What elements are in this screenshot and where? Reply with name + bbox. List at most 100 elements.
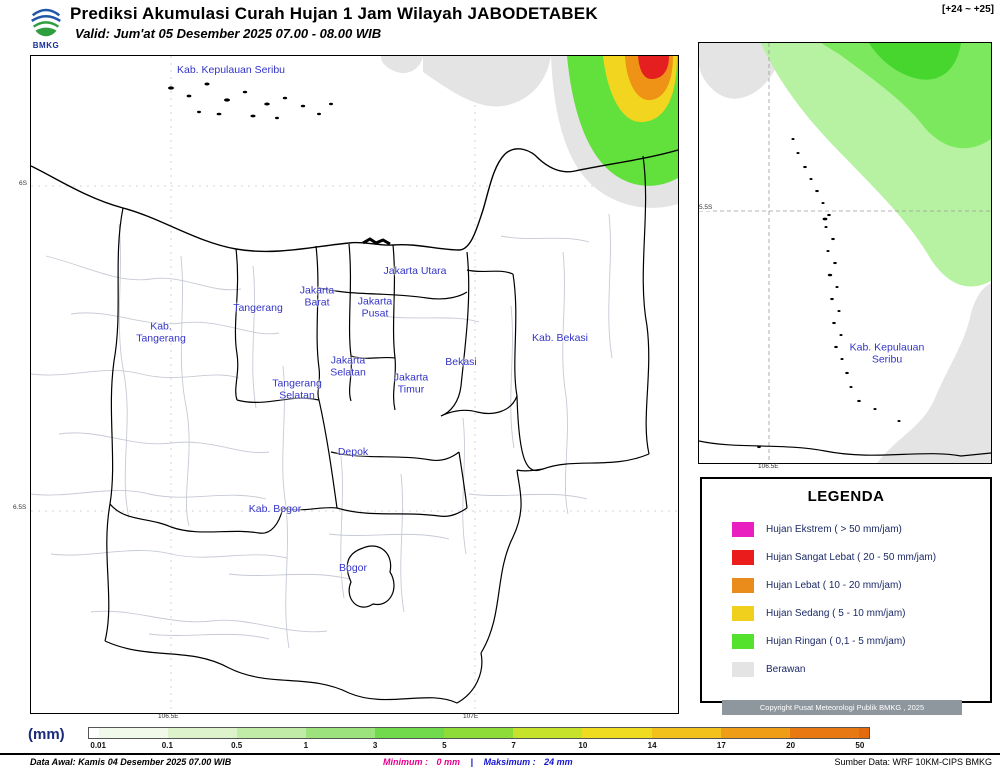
legend-color-swatch (732, 577, 754, 593)
colorbar-tick-label: 10 (578, 741, 588, 750)
rain-areas (567, 56, 678, 186)
colorbar-segment (651, 728, 721, 738)
legend-item-label: Berawan (766, 663, 806, 675)
legend-color-swatch (732, 633, 754, 649)
main-map-canvas (31, 56, 678, 713)
legend-panel: LEGENDA Hujan Ekstrem ( > 50 mm/jam) Huja… (700, 477, 992, 703)
map-label: Jakarta Selatan (330, 354, 366, 378)
graticule (31, 56, 678, 713)
legend-item-label: Hujan Ringan ( 0,1 - 5 mm/jam) (766, 635, 906, 647)
inset-graticule (699, 43, 991, 463)
valid-time: Valid: Jum'at 05 Desember 2025 07.00 - 0… (75, 26, 382, 41)
colorbar-segment (375, 728, 445, 738)
inset-map-canvas (699, 43, 991, 463)
inset-coastline (699, 440, 991, 457)
colorbar-tick-label: 50 (855, 741, 865, 750)
map-label: Jakarta Utara (383, 265, 447, 278)
footer-divider (0, 753, 1000, 755)
legend-color-swatch (732, 521, 754, 537)
lon-label-106-5e: 106.5E (158, 713, 179, 720)
colorbar-tick-label: 0.1 (161, 741, 173, 750)
minimum-label: Minimum : (383, 757, 428, 767)
map-label: Jakarta Barat (299, 284, 335, 308)
legend-item-label: Hujan Lebat ( 10 - 20 mm/jam) (766, 579, 902, 591)
legend-color-swatch (732, 661, 754, 677)
legend-item: Hujan Sedang ( 5 - 10 mm/jam) (732, 599, 990, 627)
legend-item: Hujan Lebat ( 10 - 20 mm/jam) (732, 571, 990, 599)
colorbar-segment (89, 728, 100, 738)
map-label: Kab. Kepulauan Seribu (177, 64, 285, 77)
inset-rain-areas (761, 43, 991, 287)
colorbar-segment (444, 728, 514, 738)
maksimum-label: Maksimum : (483, 757, 536, 767)
legend-item: Hujan Sangat Lebat ( 20 - 50 mm/jam) (732, 543, 990, 571)
colorbar-unit-label: (mm) (28, 726, 65, 743)
inset-map: Kab. Kepulauan Seribu (698, 42, 992, 464)
map-label: Bogor (338, 562, 368, 575)
lat-label-6-5s: 6.5S (13, 504, 27, 511)
main-map: Kab. Kepulauan Seribu Jakarta Utara Jakart… (30, 55, 679, 714)
map-label: Tangerang Selatan (272, 377, 322, 401)
colorbar-segment (858, 728, 869, 738)
lat-label-6s: 6S (19, 180, 27, 187)
minmax-text: Minimum : 0 mm | Maksimum : 24 mm (383, 757, 573, 767)
colorbar-segment (789, 728, 859, 738)
legend-item: Berawan (732, 655, 990, 683)
colorbar-tick-label: 0.01 (90, 741, 106, 750)
legend-item: Hujan Ringan ( 0,1 - 5 mm/jam) (732, 627, 990, 655)
lon-label-107e: 107E (463, 713, 479, 720)
colorbar-tick-label: 14 (647, 741, 657, 750)
islands (168, 82, 333, 120)
legend-title: LEGENDA (807, 488, 885, 505)
district-boundaries (104, 155, 650, 704)
coastline (31, 148, 678, 253)
map-label: Kab. Bekasi (531, 332, 589, 345)
colorbar-tick-label: 3 (372, 741, 378, 750)
legend-item-label: Hujan Sedang ( 5 - 10 mm/jam) (766, 607, 906, 619)
page-title: Prediksi Akumulasi Curah Hujan 1 Jam Wil… (70, 4, 598, 23)
inset-map-label: Kab. Kepulauan Seribu (849, 341, 925, 365)
legend-item-label: Hujan Ekstrem ( > 50 mm/jam) (766, 523, 902, 535)
colorbar-segment (306, 728, 376, 738)
map-label: Tangerang (233, 302, 283, 315)
subdistrict-boundaries (31, 213, 613, 649)
colorbar-segment (513, 728, 583, 738)
legend-color-swatch (732, 605, 754, 621)
colorbar: 0.01 0.1 0.5 1 3 5 7 10 14 17 20 50 (88, 727, 870, 755)
colorbar-segment (237, 728, 307, 738)
map-label: Depok (337, 446, 369, 459)
copyright-bar: Copyright Pusat Meteorologi Publik BMKG … (722, 700, 962, 715)
colorbar-segment (582, 728, 652, 738)
colorbar-tick-label: 17 (716, 741, 726, 750)
legend-color-swatch (732, 549, 754, 565)
map-label: Kab. Tangerang (136, 320, 186, 344)
maksimum-value: 24 mm (544, 757, 573, 767)
data-source-text: Sumber Data: WRF 10KM-CIPS BMKG (834, 757, 992, 767)
bmkg-logo-text: BMKG (32, 41, 60, 50)
map-label: Kab. Bogor (248, 503, 302, 516)
colorbar-tick-label: 7 (511, 741, 516, 750)
inset-islands (757, 138, 901, 449)
data-awal-text: Data Awal: Kamis 04 Desember 2025 07.00 … (30, 757, 232, 767)
colorbar-segment (168, 728, 238, 738)
map-label: Jakarta Timur (393, 371, 429, 395)
colorbar-ticks: 0.01 0.1 0.5 1 3 5 7 10 14 17 20 50 (88, 740, 870, 752)
inset-lat-label: 5.5S (699, 204, 713, 211)
map-label: Jakarta Pusat (357, 295, 393, 319)
colorbar-segment (99, 728, 169, 738)
minimum-value: 0 mm (436, 757, 461, 767)
colorbar-tick-label: 5 (442, 741, 447, 750)
colorbar-segments (88, 727, 870, 739)
legend-item: Hujan Ekstrem ( > 50 mm/jam) (732, 515, 990, 543)
colorbar-segment (720, 728, 790, 738)
inset-lon-label: 106.5E (758, 463, 779, 470)
map-label: Bekasi (445, 356, 477, 369)
legend-item-label: Hujan Sangat Lebat ( 20 - 50 mm/jam) (766, 551, 937, 563)
colorbar-tick-label: 0.5 (231, 741, 243, 750)
bmkg-logo-icon (31, 8, 61, 37)
inset-cloud-areas (699, 43, 991, 463)
minmax-separator: | (470, 757, 474, 767)
forecast-step: [+24 ~ +25] (942, 4, 994, 15)
colorbar-tick-label: 20 (786, 741, 796, 750)
